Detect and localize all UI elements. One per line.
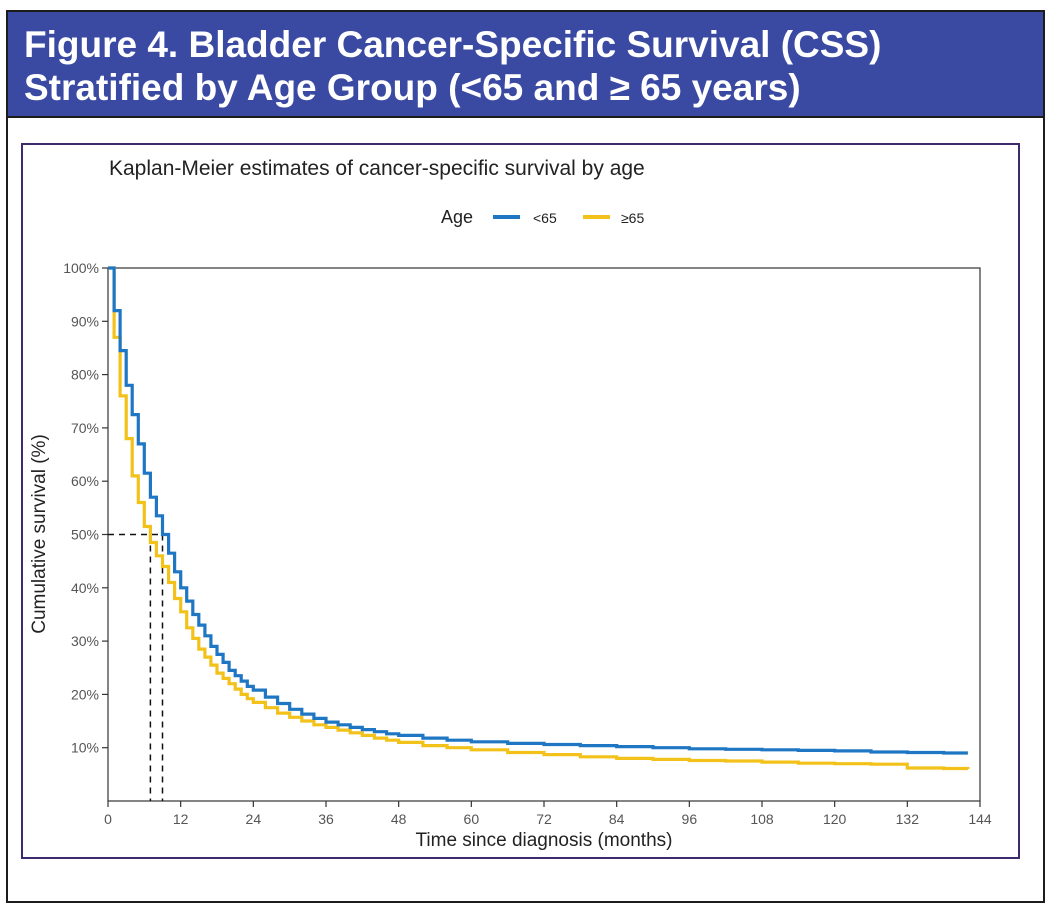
- x-axis-ticks: 0 12 24 36 48 60 72 84 96 108 120 132 144: [104, 801, 992, 827]
- x-tick-label: 132: [896, 811, 920, 827]
- y-tick-label: 100%: [63, 260, 99, 276]
- x-tick-label: 108: [750, 811, 774, 827]
- y-tick-label: 20%: [71, 686, 99, 702]
- chart-title: Kaplan-Meier estimates of cancer-specifi…: [109, 157, 645, 180]
- x-tick-label: 48: [391, 811, 407, 827]
- chart-panel: Kaplan-Meier estimates of cancer-specifi…: [21, 143, 1020, 859]
- x-axis-label: Time since diagnosis (months): [416, 830, 673, 851]
- y-tick-label: 40%: [71, 580, 99, 596]
- x-tick-label: 84: [609, 811, 625, 827]
- figure-banner: Figure 4. Bladder Cancer-Specific Surviv…: [6, 10, 1045, 118]
- y-axis-label: Cumulative survival (%): [29, 434, 50, 634]
- x-tick-label: 24: [246, 811, 262, 827]
- figure-title-line-2: Stratified by Age Group (<65 and ≥ 65 ye…: [24, 67, 801, 108]
- y-tick-label: 80%: [71, 367, 99, 383]
- y-tick-label: 30%: [71, 633, 99, 649]
- median-reference-lines: [108, 533, 164, 801]
- series-line-under-65: [108, 266, 968, 755]
- y-tick-label: 60%: [71, 473, 99, 489]
- x-tick-label: 72: [536, 811, 552, 827]
- y-tick-label: 10%: [71, 740, 99, 756]
- figure-frame: [6, 116, 1045, 903]
- survival-curves: [108, 266, 970, 771]
- x-tick-label: 12: [173, 811, 189, 827]
- y-tick-label: 90%: [71, 313, 99, 329]
- plot-area: [107, 267, 981, 802]
- x-tick-label: 60: [464, 811, 480, 827]
- y-axis-ticks: 10% 20% 30% 40% 50% 60% 70% 80% 90% 100%: [63, 260, 108, 756]
- legend: Age <65 ≥65: [441, 207, 644, 227]
- legend-label-65-plus: ≥65: [621, 210, 644, 226]
- x-tick-label: 120: [823, 811, 847, 827]
- km-chart: Kaplan-Meier estimates of cancer-specifi…: [29, 157, 992, 851]
- y-tick-label: 70%: [71, 420, 99, 436]
- x-tick-label: 96: [682, 811, 698, 827]
- legend-title: Age: [441, 207, 473, 227]
- y-tick-label: 50%: [71, 527, 99, 543]
- series-line-65-plus: [108, 266, 970, 771]
- x-tick-label: 36: [318, 811, 334, 827]
- legend-label-under-65: <65: [533, 210, 557, 226]
- x-tick-label: 0: [104, 811, 112, 827]
- figure-title-line-1: Figure 4. Bladder Cancer-Specific Surviv…: [24, 24, 882, 65]
- x-tick-label: 144: [968, 811, 992, 827]
